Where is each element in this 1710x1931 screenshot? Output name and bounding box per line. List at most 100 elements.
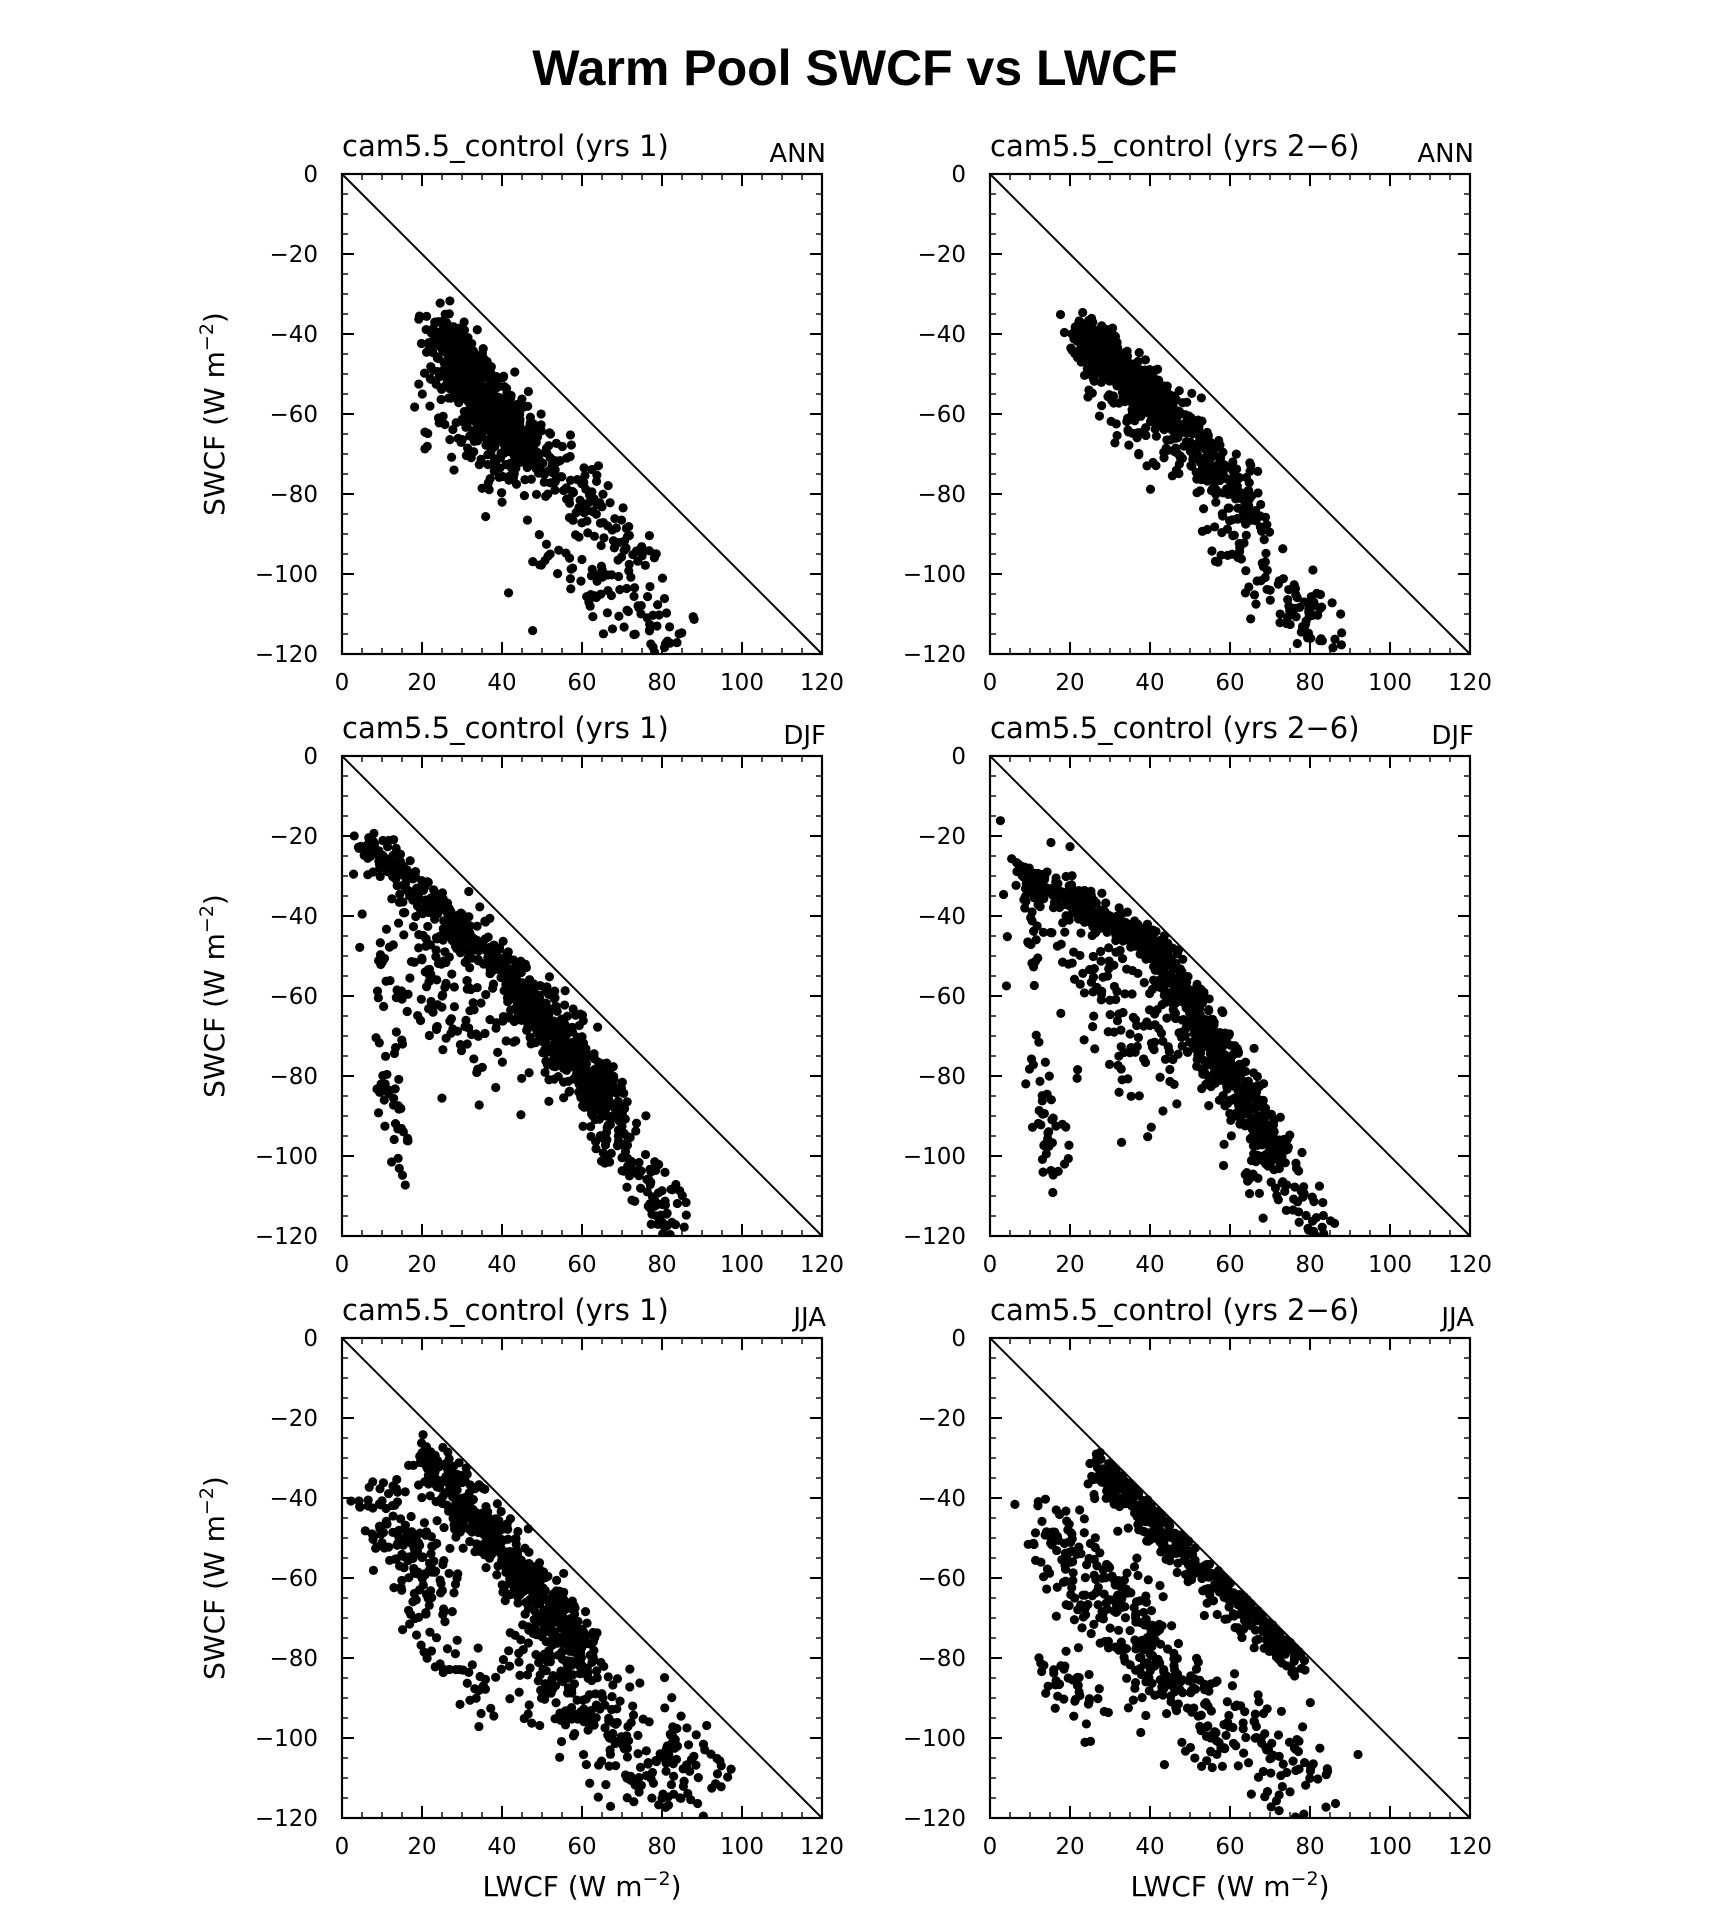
data-point <box>1141 386 1151 396</box>
y-tick-label: −120 <box>255 642 318 668</box>
data-point <box>591 1137 601 1147</box>
data-point <box>500 1596 510 1606</box>
data-point <box>1090 1044 1100 1054</box>
data-point <box>1228 1050 1238 1060</box>
data-point <box>998 889 1009 900</box>
data-point <box>357 909 367 919</box>
data-point <box>1127 989 1137 999</box>
data-point <box>1160 1054 1171 1064</box>
data-point <box>1190 1022 1200 1032</box>
data-point <box>1160 939 1171 949</box>
data-point <box>624 522 634 532</box>
data-point <box>484 944 494 954</box>
season-label: DJF <box>1431 721 1474 751</box>
data-point <box>515 421 525 431</box>
data-point <box>592 470 602 480</box>
data-point <box>1211 485 1222 495</box>
data-point <box>519 490 530 501</box>
data-point <box>469 1054 479 1064</box>
data-point <box>497 497 507 507</box>
data-point <box>526 438 536 449</box>
data-point <box>1195 1048 1206 1058</box>
data-point <box>566 440 576 450</box>
data-point <box>626 1156 636 1166</box>
data-point <box>1014 864 1024 874</box>
data-point <box>1048 1187 1058 1198</box>
data-point <box>1094 411 1105 421</box>
data-point <box>1139 978 1149 988</box>
data-point <box>607 570 617 580</box>
data-point <box>1026 913 1036 923</box>
data-point <box>513 1526 523 1537</box>
data-point <box>1292 1197 1303 1207</box>
data-point <box>1056 939 1066 949</box>
data-point <box>1169 1009 1179 1019</box>
data-point <box>551 1001 561 1012</box>
data-point <box>520 1543 530 1553</box>
data-point <box>613 1125 624 1135</box>
data-point <box>459 317 469 327</box>
data-point <box>614 611 624 621</box>
data-point <box>1053 1166 1063 1176</box>
data-point <box>422 441 432 452</box>
data-point <box>451 418 461 428</box>
data-point <box>1106 416 1116 426</box>
data-point <box>1218 1039 1228 1049</box>
data-point <box>490 384 500 394</box>
data-point <box>1244 582 1254 592</box>
data-point <box>474 1480 484 1490</box>
data-point <box>548 1061 558 1071</box>
data-point <box>458 932 468 942</box>
data-point <box>1024 886 1034 896</box>
data-point <box>373 993 383 1003</box>
data-point <box>480 916 490 926</box>
data-point <box>488 979 499 989</box>
data-point <box>1239 1083 1249 1093</box>
data-point <box>1023 938 1034 948</box>
x-tick-label: 100 <box>1368 670 1412 696</box>
data-point <box>1143 1132 1153 1142</box>
data-point <box>566 584 576 594</box>
data-point <box>570 1010 581 1020</box>
data-point <box>589 1065 600 1075</box>
data-point <box>561 483 572 493</box>
data-point <box>1055 309 1066 320</box>
data-point <box>1213 460 1224 470</box>
data-point <box>1169 1079 1179 1089</box>
data-point <box>428 365 438 375</box>
data-point <box>529 979 539 989</box>
data-point <box>1162 435 1172 445</box>
data-point <box>498 1012 509 1022</box>
data-point <box>1100 915 1110 925</box>
data-point <box>463 443 473 453</box>
x-tick-label: 20 <box>1055 670 1084 696</box>
data-point <box>557 1016 568 1026</box>
data-point <box>414 311 425 321</box>
data-point <box>1159 389 1169 399</box>
data-point <box>1112 337 1122 348</box>
data-point <box>681 1197 691 1208</box>
data-point <box>424 338 434 348</box>
data-point <box>459 407 469 417</box>
data-point <box>660 1167 670 1178</box>
data-point <box>503 947 513 957</box>
data-point <box>424 977 434 987</box>
data-point <box>473 1031 483 1041</box>
data-point <box>1241 519 1251 529</box>
data-point <box>598 489 608 499</box>
data-point <box>524 1018 534 1028</box>
data-point <box>445 1016 455 1026</box>
data-point <box>1230 1093 1240 1103</box>
data-point <box>363 870 373 880</box>
data-point <box>645 1179 655 1190</box>
data-point <box>1158 977 1168 987</box>
data-point <box>430 317 440 327</box>
data-point <box>1167 416 1178 427</box>
data-point <box>1296 1186 1306 1196</box>
data-point <box>536 409 546 419</box>
data-point <box>1204 1004 1214 1015</box>
data-point <box>1144 403 1154 413</box>
